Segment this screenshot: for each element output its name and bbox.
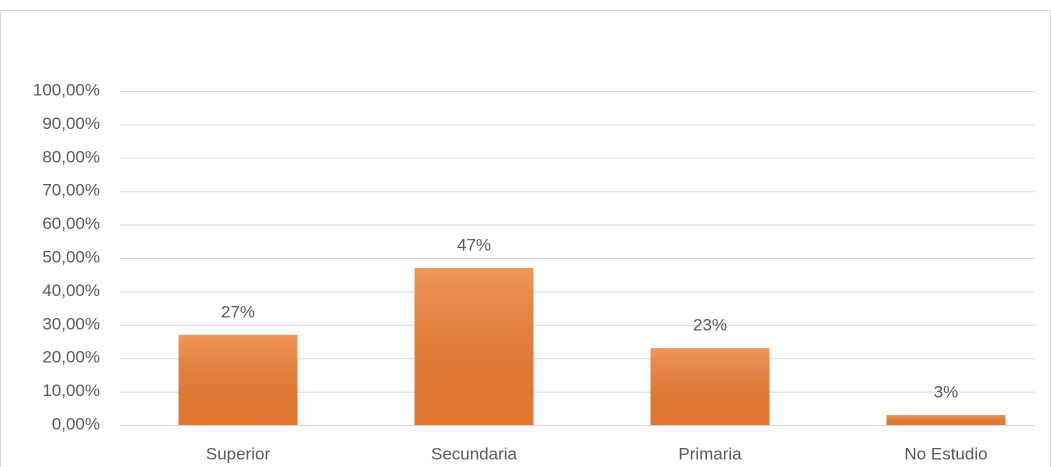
y-tick-label: 70,00% bbox=[42, 181, 100, 200]
y-tick-label: 100,00% bbox=[33, 80, 100, 99]
y-tick-label: 0,00% bbox=[52, 414, 100, 433]
x-tick-label: Secundaria bbox=[431, 444, 518, 463]
x-tick-label: Superior bbox=[206, 444, 271, 463]
y-tick-label: 30,00% bbox=[42, 314, 100, 333]
y-tick-label: 80,00% bbox=[42, 147, 100, 166]
x-tick-label: Primaria bbox=[678, 444, 742, 463]
bar bbox=[178, 334, 298, 425]
data-label: 47% bbox=[457, 236, 491, 255]
y-tick-label: 50,00% bbox=[42, 247, 100, 266]
bar bbox=[886, 414, 1006, 425]
y-tick-label: 40,00% bbox=[42, 281, 100, 300]
x-tick-label: No Estudio bbox=[904, 444, 987, 463]
bar bbox=[650, 348, 770, 425]
data-label: 23% bbox=[693, 316, 727, 335]
data-label: 27% bbox=[221, 302, 255, 321]
data-label: 3% bbox=[934, 382, 959, 401]
y-tick-label: 60,00% bbox=[42, 214, 100, 233]
y-tick-label: 10,00% bbox=[42, 381, 100, 400]
y-tick-label: 90,00% bbox=[42, 114, 100, 133]
y-tick-label: 20,00% bbox=[42, 348, 100, 367]
bar bbox=[414, 268, 534, 425]
